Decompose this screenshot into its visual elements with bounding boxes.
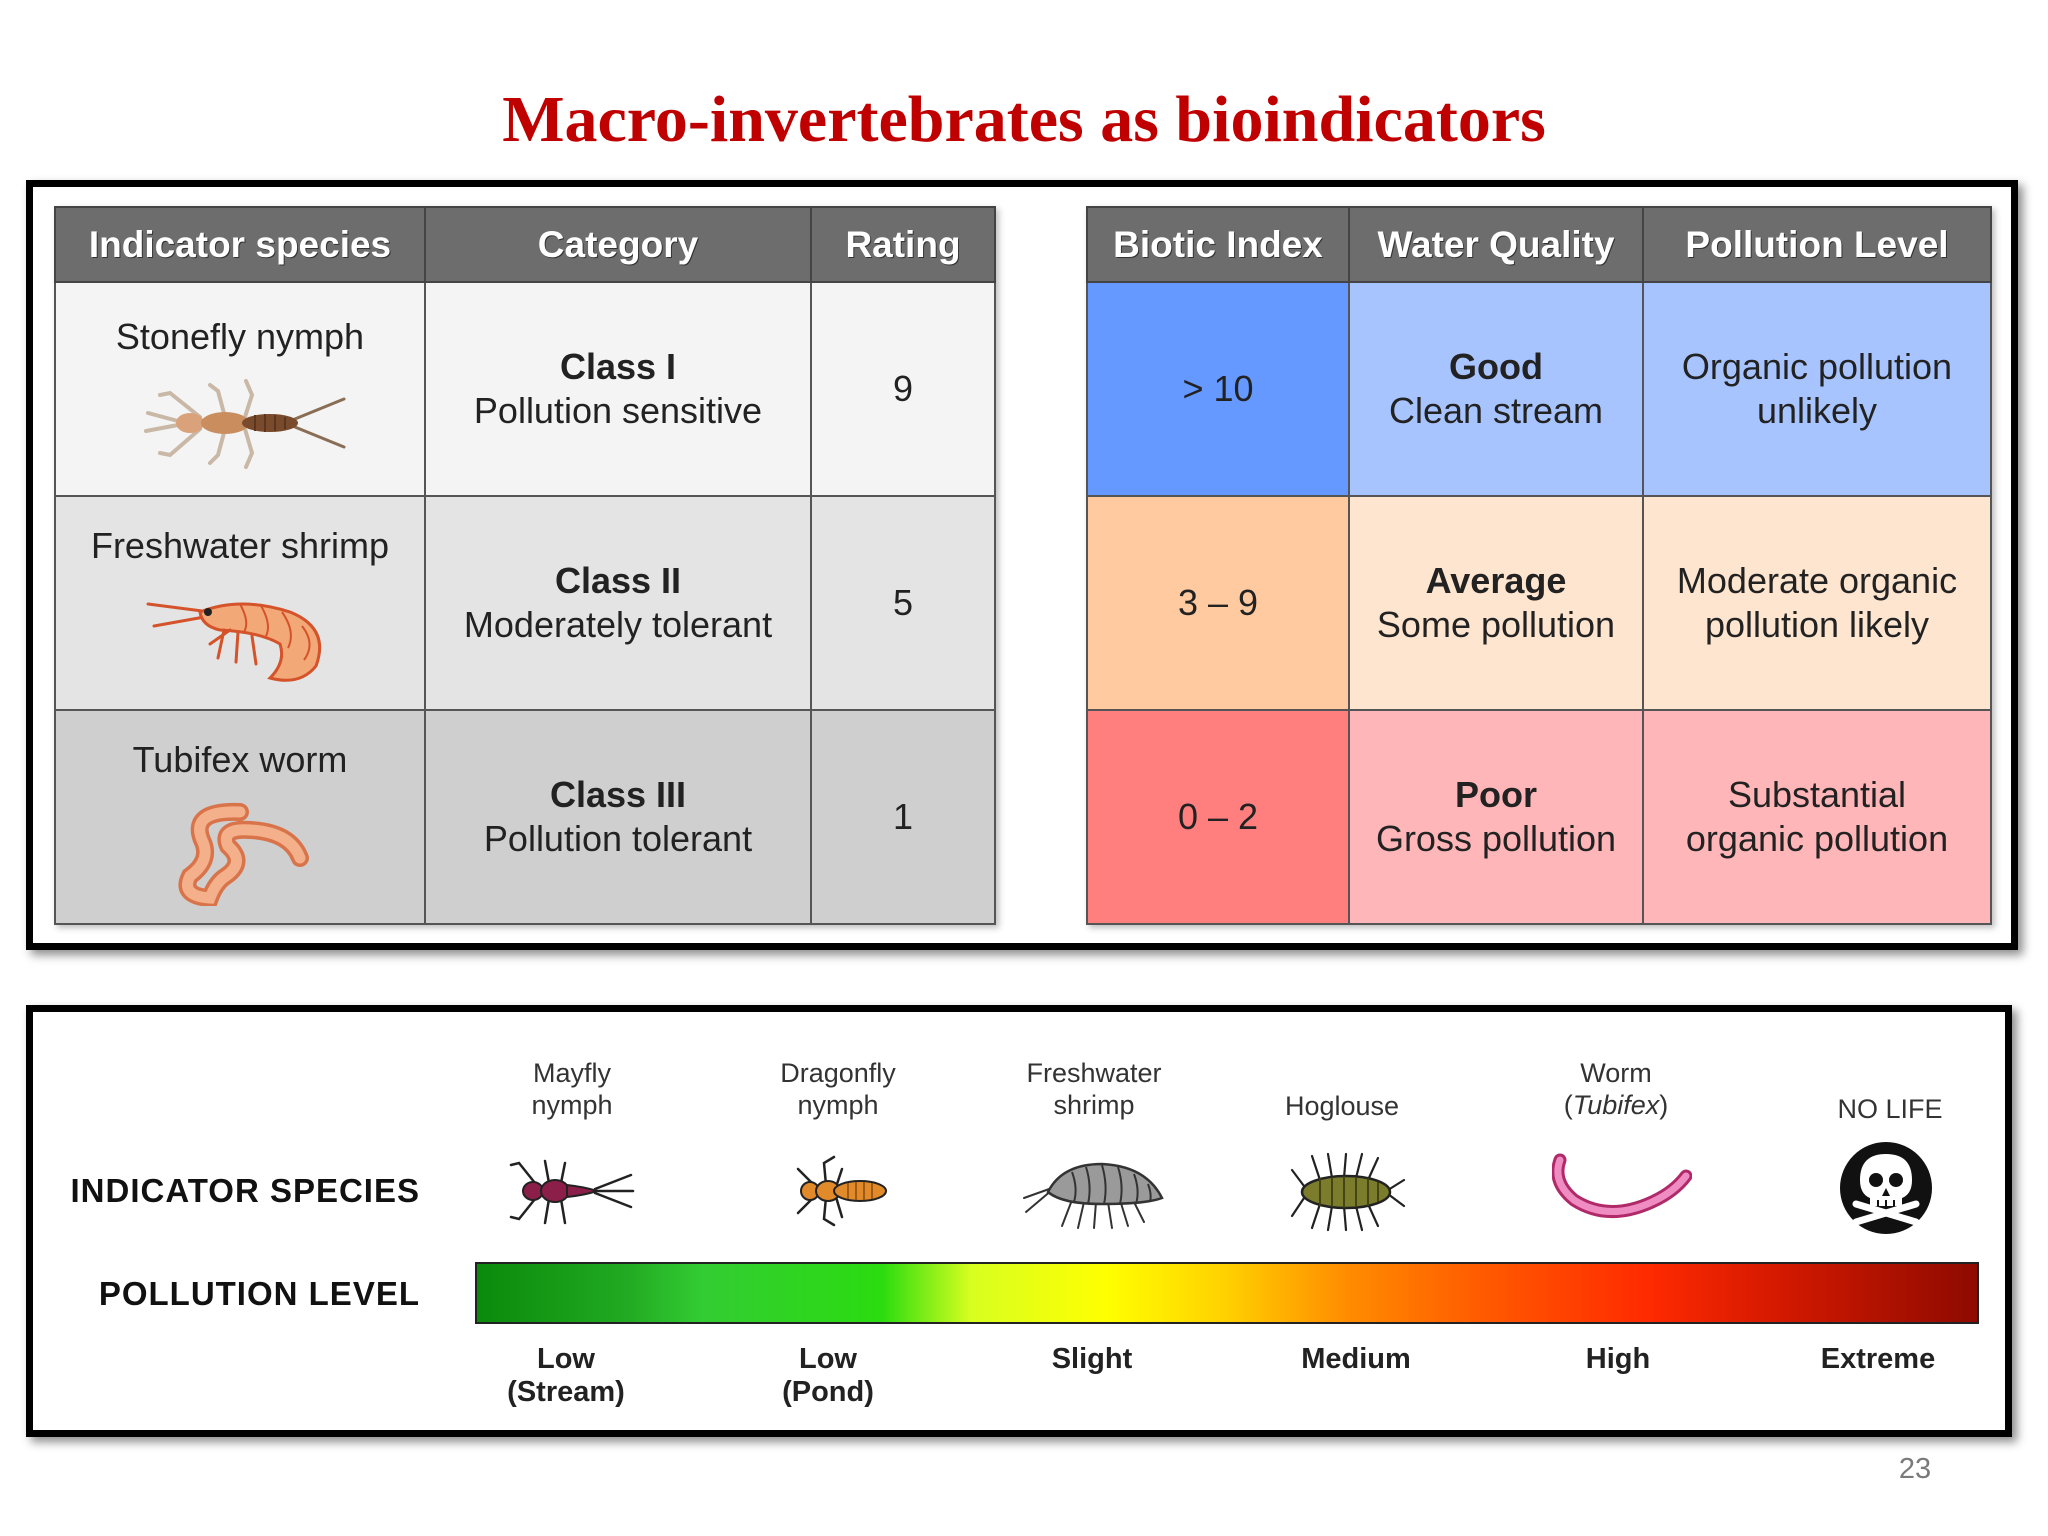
mayfly-icon [509,1159,635,1225]
water-quality-cell: Poor Gross pollution [1348,709,1644,925]
table-row: Freshwater shrimp Class II [54,495,996,711]
pollution-level-cell: Moderate organic pollution likely [1642,495,1992,711]
level-line: organic pollution [1685,818,1949,859]
species-label-shrimp: Freshwater shrimp [1026,1058,1162,1120]
level-line: Organic pollution [1681,346,1953,387]
species-table-header: Indicator species Category Rating [54,206,996,283]
slide-title: Macro-invertebrates as bioindicators [502,83,1546,156]
category-cell: Class II Moderately tolerant [424,495,812,711]
category-cell: Class I Pollution sensitive [424,281,812,497]
species-label-worm: Worm (Tubifex) [1563,1058,1669,1120]
pollution-level-cell: Organic pollution unlikely [1642,281,1992,497]
table-row: Stonefly nymph [54,281,996,497]
species-cell: Tubifex worm [54,709,426,925]
class-label: Class III [549,774,687,815]
quality-note: Clean stream [1388,390,1604,431]
species-label-no-life: NO LIFE [1837,1094,1943,1124]
pollution-gradient-bar [475,1262,1979,1324]
rating-cell: 1 [810,709,996,925]
level-label-high: High [1585,1343,1651,1375]
level-line: Substantial [1727,774,1907,815]
species-name: Stonefly nymph [115,316,365,357]
stonefly-nymph-icon [144,379,346,469]
species-table: Indicator species Category Rating Stonef… [54,206,996,925]
species-name: Tubifex worm [132,739,348,780]
freshwater-shrimp-icon [146,602,322,682]
water-quality-cell: Average Some pollution [1348,495,1644,711]
pollution-level-cell: Substantial organic pollution [1642,709,1992,925]
hoglouse-icon [1290,1152,1406,1232]
level-label-slight: Slight [1051,1343,1133,1375]
table-row: 3 – 9 Average Some pollution Moderate or… [1086,495,1992,711]
level-label-low-stream: Low (Stream) [507,1343,625,1408]
species-cell: Stonefly nymph [54,281,426,497]
header-indicator-species: Indicator species [54,206,426,283]
index-table-header: Biotic Index Water Quality Pollution Lev… [1086,206,1992,283]
species-cell: Freshwater shrimp [54,495,426,711]
table-row: 0 – 2 Poor Gross pollution Substantial o… [1086,709,1992,925]
category-cell: Class III Pollution tolerant [424,709,812,925]
header-rating: Rating [810,206,996,283]
level-label-low-pond: Low (Pond) [782,1343,874,1408]
level-label-medium: Medium [1301,1343,1411,1375]
rating-cell: 9 [810,281,996,497]
class-description: Pollution sensitive [473,390,763,431]
level-line: pollution likely [1704,604,1930,645]
indicator-species-label: INDICATOR SPECIES [70,1172,420,1209]
worm-icon [1552,1153,1692,1218]
biotic-index-cell: > 10 [1086,281,1350,497]
pollution-scale-frame [26,1005,2012,1437]
shrimp-icon [1023,1162,1164,1229]
pollution-level-label: POLLUTION LEVEL [98,1275,420,1312]
class-description: Pollution tolerant [483,818,753,859]
header-water-quality: Water Quality [1348,206,1644,283]
dragonfly-icon [796,1155,887,1227]
quality-note: Gross pollution [1375,818,1617,859]
header-pollution-level: Pollution Level [1642,206,1992,283]
table-row: > 10 Good Clean stream Organic pollution… [1086,281,1992,497]
header-category: Category [424,206,812,283]
hoglouse-shrimp-icon [1023,1162,1164,1229]
biotic-index-cell: 3 – 9 [1086,495,1350,711]
skull-icon [1840,1142,1932,1234]
page-number: 23 [1898,1453,1932,1485]
level-line: unlikely [1756,390,1878,431]
level-label-extreme: Extreme [1820,1343,1936,1375]
biotic-index-table: Biotic Index Water Quality Pollution Lev… [1086,206,1992,925]
class-description: Moderately tolerant [463,604,773,645]
quality-label: Average [1425,560,1567,601]
species-name: Freshwater shrimp [90,525,390,566]
level-line: Moderate organic [1676,560,1958,601]
species-label-mayfly: Mayfly nymph [531,1058,613,1120]
water-quality-cell: Good Clean stream [1348,281,1644,497]
species-label-dragonfly: Dragonfly nymph [780,1058,896,1120]
quality-label: Poor [1454,774,1537,815]
tubifex-worm-icon [178,802,309,906]
header-biotic-index: Biotic Index [1086,206,1350,283]
quality-label: Good [1449,346,1543,387]
class-label: Class I [559,346,677,387]
biotic-index-cell: 0 – 2 [1086,709,1350,925]
species-label-hoglouse: Hoglouse [1284,1091,1400,1121]
quality-note: Some pollution [1376,604,1616,645]
class-label: Class II [554,560,682,601]
rating-cell: 5 [810,495,996,711]
table-row: Tubifex worm Class III Pollution toleran… [54,709,996,925]
